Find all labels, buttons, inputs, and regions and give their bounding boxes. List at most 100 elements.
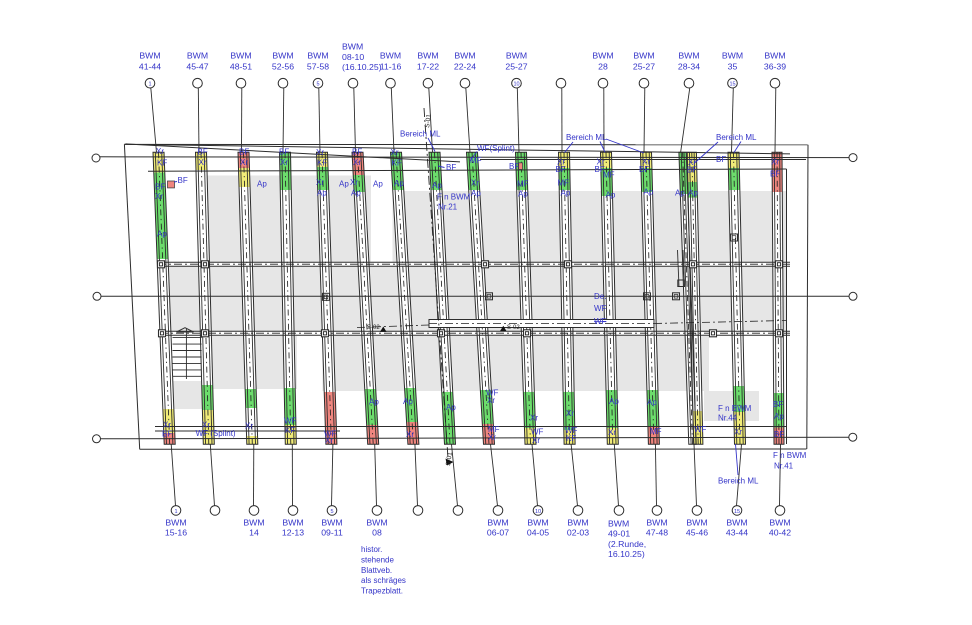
svg-text:BWM: BWM [272,51,293,61]
svg-text:Xr: Xr [199,158,207,167]
svg-text:Xr: Xr [316,178,324,187]
svg-text:Ap: Ap [432,181,442,190]
svg-text:BWM: BWM [633,51,654,61]
svg-text:BWM: BWM [139,51,160,61]
svg-text:S-02: S-02 [367,325,380,331]
svg-text:BWM: BWM [321,517,342,527]
svg-text:als schräges: als schräges [361,576,406,585]
svg-text:08-10: 08-10 [342,52,364,62]
svg-text:Ap: Ap [471,189,481,198]
svg-text:Xr: Xr [316,148,324,157]
svg-text:Ap: Ap [157,230,167,239]
svg-text:S-02: S-02 [507,325,520,331]
svg-text:F n BWM: F n BWM [718,404,752,413]
svg-text:Xr: Xr [771,158,779,167]
svg-text:BF: BF [773,400,783,409]
svg-text:MF: MF [558,178,570,187]
svg-text:Ap: Ap [647,398,657,407]
svg-text:BWM: BWM [567,517,588,527]
svg-text:5: 5 [316,82,319,88]
svg-text:BWM: BWM [282,517,303,527]
svg-text:Xr: Xr [245,422,253,431]
svg-text:BF: BF [178,176,188,185]
svg-text:45-46: 45-46 [686,527,708,537]
svg-text:36-39: 36-39 [764,62,786,72]
svg-text:45-47: 45-47 [186,62,208,72]
svg-text:stehende: stehende [361,555,394,564]
svg-text:Xr: Xr [163,421,171,430]
svg-text:WF (Splint): WF (Splint) [196,429,236,438]
svg-text:40-42: 40-42 [769,527,791,537]
svg-text:BWM: BWM [769,517,790,527]
svg-text:14: 14 [249,527,259,537]
svg-text:BWM: BWM [366,517,387,527]
svg-text:BF: BF [155,182,165,191]
svg-text:09-11: 09-11 [321,527,343,537]
svg-text:16.10.25): 16.10.25) [608,549,645,559]
svg-text:BF: BF [446,163,456,172]
svg-text:BWM: BWM [678,51,699,61]
svg-text:Ap: Ap [339,180,349,189]
svg-text:Xr: Xr [608,428,616,437]
svg-text:47-48: 47-48 [646,527,668,537]
svg-text:12-13: 12-13 [282,527,304,537]
svg-text:BF: BF [239,148,249,157]
svg-text:BWM: BWM [342,42,363,52]
svg-text:06-07: 06-07 [487,527,509,537]
svg-text:BWM: BWM [243,517,264,527]
svg-text:22-24: 22-24 [454,62,476,72]
svg-text:BF: BF [279,148,289,157]
svg-text:Bereich ML: Bereich ML [718,477,759,486]
svg-text:Xr: Xr [566,409,574,418]
svg-text:(2.Runde,: (2.Runde, [608,539,646,549]
svg-text:49-01: 49-01 [608,528,630,538]
svg-text:WF: WF [594,304,607,313]
svg-text:Xr: Xr [391,148,399,157]
svg-text:Ap: Ap [394,179,404,188]
svg-text:BWM: BWM [764,51,785,61]
svg-text:BWM: BWM [646,517,667,527]
svg-text:Ap: Ap [369,398,379,407]
svg-text:MF: MF [517,180,529,189]
svg-text:Blattveb.: Blattveb. [361,566,392,575]
svg-text:5: 5 [330,509,333,515]
svg-text:KF: KF [157,158,167,167]
svg-text:Xr: Xr [156,147,164,156]
svg-text:1: 1 [174,509,177,515]
svg-text:11-16: 11-16 [380,62,402,72]
svg-text:BWM: BWM [592,51,613,61]
svg-text:BWM: BWM [307,51,328,61]
svg-text:Xr: Xr [532,436,540,445]
svg-text:35: 35 [728,62,738,72]
svg-text:BF: BF [716,155,726,164]
svg-text:BWM: BWM [187,51,208,61]
svg-text:25-27: 25-27 [633,62,655,72]
svg-text:BF: BF [639,165,649,174]
svg-text:Nr.44: Nr.44 [718,414,738,423]
svg-text:WF(Splint): WF(Splint) [477,144,515,153]
svg-text:BWM: BWM [722,51,743,61]
svg-text:KF: KF [566,434,576,443]
svg-text:BWM: BWM [487,517,508,527]
svg-text:BF: BF [509,162,519,171]
svg-text:28-34: 28-34 [678,62,700,72]
svg-text:histor.: histor. [361,545,382,554]
svg-text:Ap: Ap [446,403,456,412]
svg-text:Xr: Xr [280,158,288,167]
svg-text:Xr: Xr [353,158,361,167]
svg-text:Bereich ML: Bereich ML [716,133,757,142]
svg-text:1: 1 [148,82,151,88]
svg-text:BWM: BWM [230,51,251,61]
svg-text:Ap: Ap [373,180,383,189]
svg-text:BWM: BWM [726,517,747,527]
svg-text:25-27: 25-27 [505,62,527,72]
svg-text:MF: MF [650,427,662,436]
svg-text:KF: KF [392,158,402,167]
svg-text:Xr: Xr [406,430,414,439]
svg-text:Ap: Ap [351,189,361,198]
svg-text:MF: MF [470,156,482,165]
svg-text:08: 08 [372,527,382,537]
svg-text:41-44: 41-44 [139,62,161,72]
svg-text:Xr: Xr [240,158,248,167]
svg-text:BWM: BWM [527,517,548,527]
